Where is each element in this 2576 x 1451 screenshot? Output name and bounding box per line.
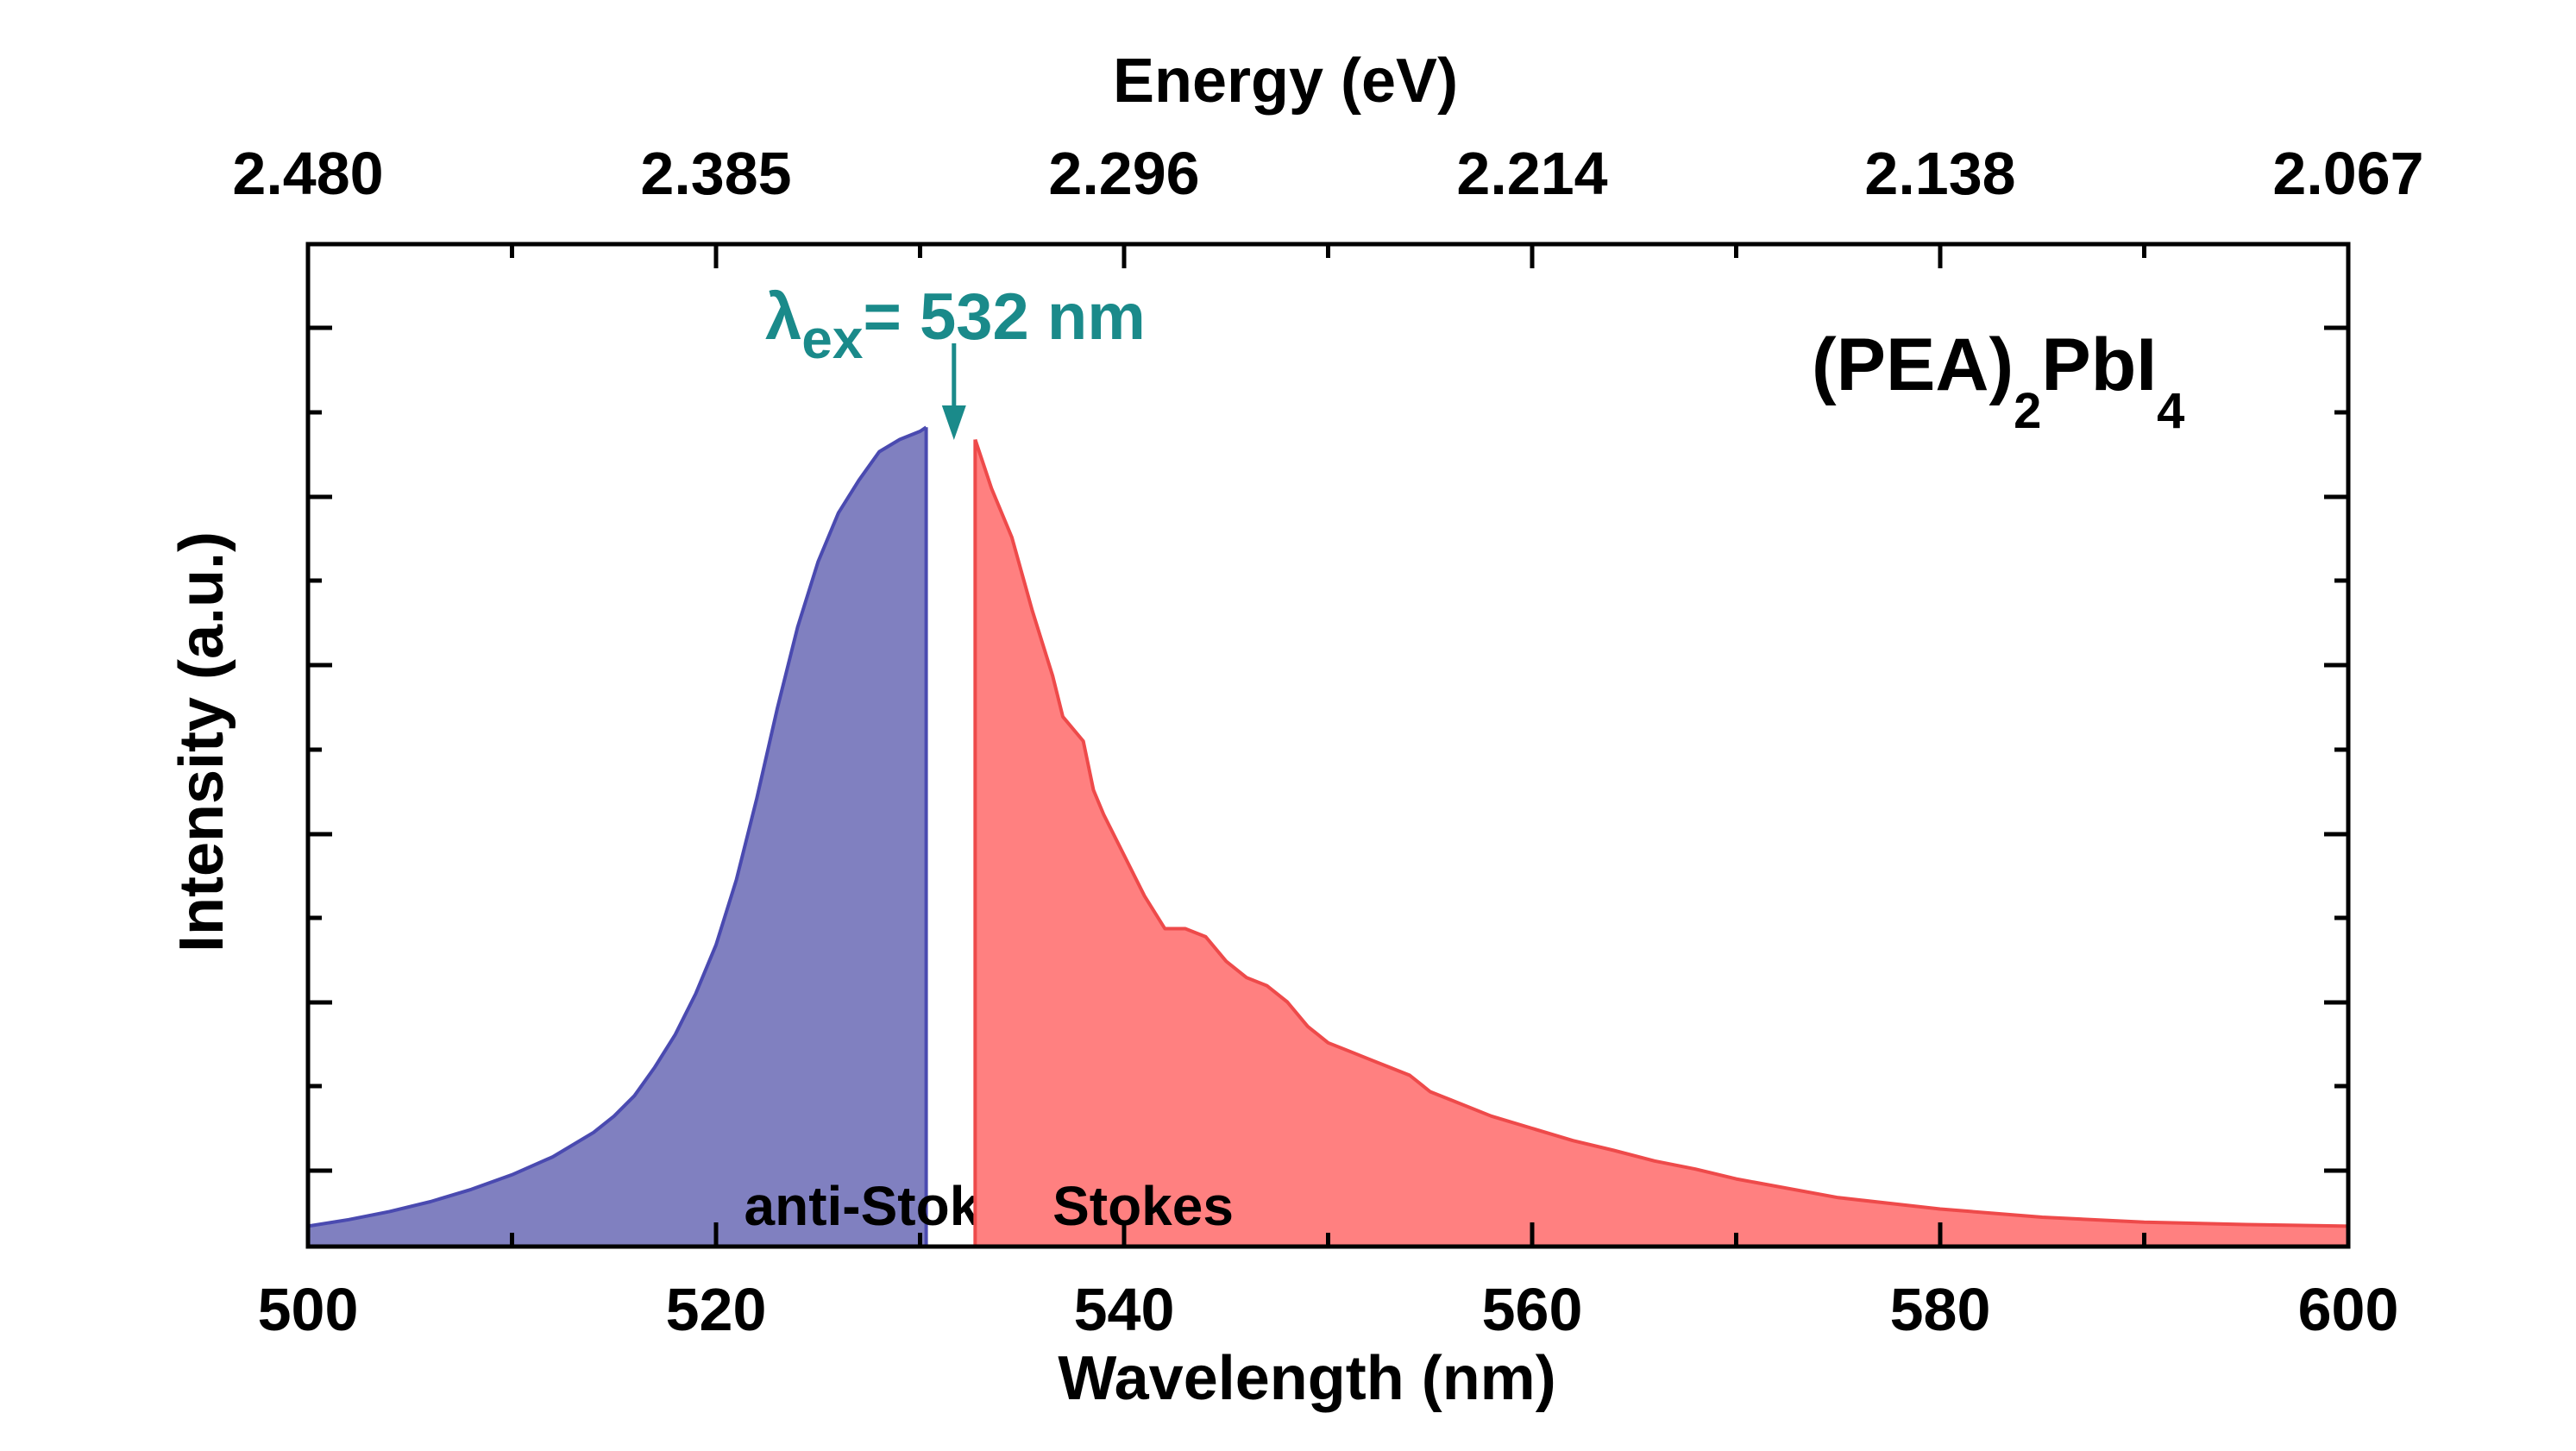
top-tick-label: 2.385 xyxy=(640,140,791,207)
top-tick-label: 2.067 xyxy=(2272,140,2423,207)
excitation-label: λex= 532 nm xyxy=(765,280,1146,370)
x-tick-label: 580 xyxy=(1890,1276,1991,1343)
series-label-stokes: Stokes xyxy=(1052,1175,1234,1237)
excitation-text: = 532 nm xyxy=(863,280,1145,354)
sample-label-sub2: 4 xyxy=(2157,383,2184,439)
excitation-arrow-head xyxy=(941,405,966,440)
x-tick-label: 560 xyxy=(1482,1276,1583,1343)
top-axis-title: Energy (eV) xyxy=(1113,47,1458,116)
excitation-subscript: ex xyxy=(801,308,864,370)
series-area-stokes xyxy=(975,439,2348,1245)
sample-label-main: (PEA) xyxy=(1812,323,2014,406)
x-tick-label: 540 xyxy=(1074,1276,1175,1343)
series-line-stokes xyxy=(973,438,2349,1228)
top-tick-label: 2.138 xyxy=(1864,140,2015,207)
series-line-anti-stokes xyxy=(307,425,927,1228)
y-axis-title: Intensity (a.u.) xyxy=(167,531,236,952)
top-tick-label: 2.214 xyxy=(1456,140,1607,207)
series-area-anti-stokes xyxy=(308,427,927,1245)
sample-label-sub1: 2 xyxy=(2014,383,2041,439)
excitation-arrow xyxy=(941,343,966,440)
top-tick-label: 2.480 xyxy=(232,140,383,207)
x-tick-label: 500 xyxy=(258,1276,359,1343)
excitation-symbol: λ xyxy=(765,280,801,354)
x-tick-label: 520 xyxy=(666,1276,767,1343)
sample-label: (PEA)2PbI4 xyxy=(1812,323,2184,439)
x-tick-label: 600 xyxy=(2298,1276,2399,1343)
sample-label-mid: PbI xyxy=(2041,323,2157,406)
x-axis-title: Wavelength (nm) xyxy=(1058,1344,1555,1413)
top-tick-label: 2.296 xyxy=(1048,140,1199,207)
